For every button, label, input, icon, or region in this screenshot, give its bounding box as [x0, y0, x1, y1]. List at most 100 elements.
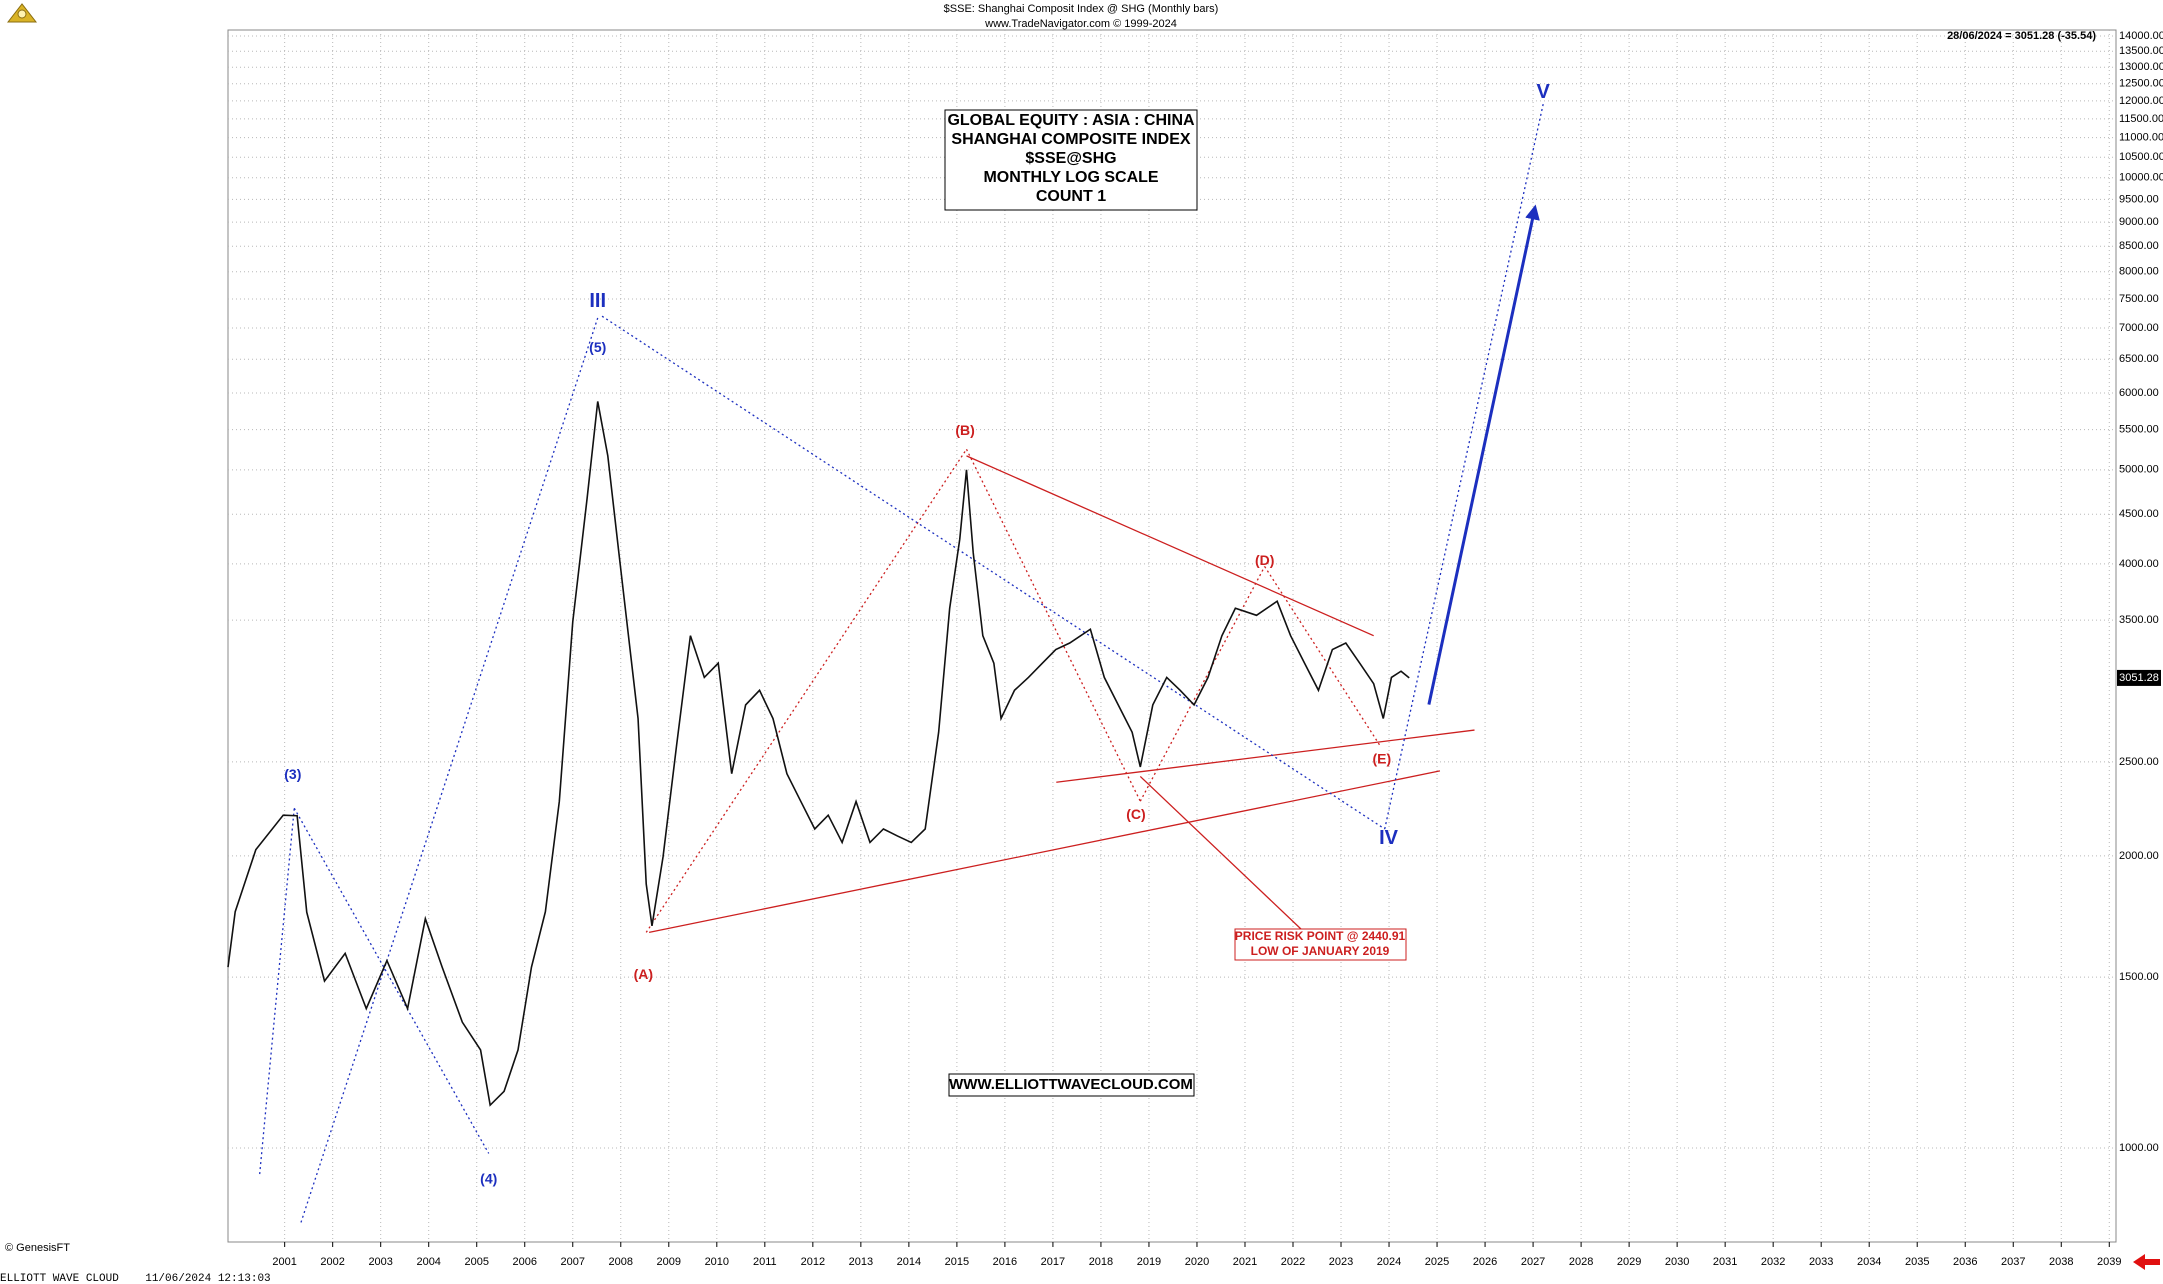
x-tick-label: 2030	[1665, 1256, 1689, 1268]
wave-label: (5)	[589, 339, 606, 355]
x-tick-label: 2035	[1905, 1256, 1929, 1268]
wave-label: (B)	[955, 422, 974, 438]
y-tick-label: 13500.00	[2119, 45, 2163, 57]
wave-label: (3)	[284, 766, 301, 782]
y-tick-label: 12500.00	[2119, 78, 2163, 90]
trend-line	[259, 808, 295, 1175]
x-tick-label: 2018	[1089, 1256, 1113, 1268]
x-tick-label: 2022	[1281, 1256, 1305, 1268]
y-tick-label: 1500.00	[2119, 971, 2159, 983]
plot-frame	[227, 29, 2117, 1243]
x-tick-label: 2020	[1185, 1256, 1209, 1268]
x-tick-label: 2011	[753, 1256, 777, 1268]
y-tick-label: 14000.00	[2119, 30, 2163, 42]
last-price-label: 3051.28	[2119, 672, 2159, 684]
y-tick-label: 7500.00	[2119, 293, 2159, 305]
trend-line	[1139, 775, 1305, 933]
x-tick-label: 2014	[897, 1256, 921, 1268]
wave-label: (C)	[1126, 806, 1145, 822]
y-tick-label: 12000.00	[2119, 95, 2163, 107]
y-tick-label: 6000.00	[2119, 387, 2159, 399]
risk-line: PRICE RISK POINT @ 2440.91	[1235, 929, 1406, 943]
trend-line	[645, 448, 968, 933]
risk-line: LOW OF JANUARY 2019	[1251, 944, 1390, 958]
x-tick-label: 2017	[1041, 1256, 1065, 1268]
y-tick-label: 8000.00	[2119, 266, 2159, 278]
x-tick-label: 2021	[1233, 1256, 1257, 1268]
last-price-tag	[2117, 669, 2161, 686]
wave-label: IV	[1379, 827, 1399, 849]
wave-label: (E)	[1372, 751, 1391, 767]
x-tick-label: 2004	[416, 1256, 440, 1268]
x-tick-label: 2023	[1329, 1256, 1353, 1268]
x-tick-label: 2013	[849, 1256, 873, 1268]
x-tick-label: 2024	[1377, 1256, 1401, 1268]
x-tick-label: 2009	[657, 1256, 681, 1268]
trend-line	[966, 455, 1374, 637]
y-tick-label: 11500.00	[2119, 113, 2163, 125]
y-tick-label: 2000.00	[2119, 850, 2159, 862]
x-tick-label: 2010	[705, 1256, 729, 1268]
trend-line	[1427, 204, 1540, 705]
x-tick-label: 2025	[1425, 1256, 1449, 1268]
info-line: GLOBAL EQUITY : ASIA : CHINA	[947, 112, 1195, 129]
x-tick-label: 2001	[272, 1256, 296, 1268]
y-tick-label: 1000.00	[2119, 1142, 2159, 1154]
x-tick-label: 2005	[464, 1256, 488, 1268]
x-tick-label: 2032	[1761, 1256, 1785, 1268]
risk-box	[1234, 928, 1407, 961]
x-tick-label: 2006	[512, 1256, 536, 1268]
chart-title: $SSE: Shanghai Composit Index @ SHG (Mon…	[944, 3, 1219, 15]
wave-label: (A)	[634, 966, 653, 982]
x-tick-label: 2034	[1857, 1256, 1881, 1268]
x-tick-label: 2026	[1473, 1256, 1497, 1268]
y-tick-label: 13000.00	[2119, 61, 2163, 73]
price-line	[227, 401, 1410, 1107]
info-line: COUNT 1	[1036, 188, 1106, 205]
x-tick-label: 2038	[2049, 1256, 2073, 1268]
wave-label: III	[589, 290, 606, 312]
trend-line	[1384, 103, 1544, 830]
scroll-arrow[interactable]	[2133, 1254, 2160, 1270]
info-box	[944, 109, 1198, 211]
x-tick-label: 2033	[1809, 1256, 1833, 1268]
y-tick-label: 3500.00	[2119, 614, 2159, 626]
y-tick-label: 4000.00	[2119, 558, 2159, 570]
x-tick-label: 2012	[801, 1256, 825, 1268]
trend-line	[1056, 729, 1475, 783]
logo	[6, 3, 38, 23]
x-tick-label: 2039	[2097, 1256, 2121, 1268]
trend-line	[965, 448, 1141, 802]
plot: III (5) (3) (4) (A) (B) (C) (D) (E) IV V 3051.28	[227, 81, 2161, 1223]
x-tick-label: 2019	[1137, 1256, 1161, 1268]
x-tick-label: 2007	[561, 1256, 585, 1268]
x-tick-label: 2036	[1953, 1256, 1977, 1268]
footer: ELLIOTT WAVE CLOUD 11/06/2024 12:13:03	[0, 1273, 271, 1284]
y-tick-label: 6500.00	[2119, 353, 2159, 365]
y-tick-label: 2500.00	[2119, 756, 2159, 768]
y-tick-label: 7000.00	[2119, 322, 2159, 334]
x-tick-label: 2037	[2001, 1256, 2025, 1268]
website-box	[948, 1073, 1195, 1097]
y-tick-label: 4500.00	[2119, 508, 2159, 520]
grid: 1000.00 1500.00 2000.00 2500.00 3500.00 4000.…	[228, 30, 2163, 1268]
y-tick-label: 8500.00	[2119, 240, 2159, 252]
wave-label: (D)	[1255, 552, 1274, 568]
y-tick-label: 10500.00	[2119, 151, 2163, 163]
y-tick-label: 9500.00	[2119, 193, 2159, 205]
y-tick-label: 9000.00	[2119, 216, 2159, 228]
trend-line	[293, 807, 490, 1154]
y-tick-label: 5000.00	[2119, 464, 2159, 476]
trend-line	[1264, 566, 1381, 747]
x-tick-label: 2016	[993, 1256, 1017, 1268]
trend-line	[601, 315, 1386, 830]
trend-line	[300, 317, 599, 1223]
website: WWW.ELLIOTTWAVECLOUD.COM	[949, 1076, 1193, 1093]
trend-line	[648, 770, 1441, 934]
x-tick-label: 2015	[945, 1256, 969, 1268]
info-line: SHANGHAI COMPOSITE INDEX	[951, 131, 1190, 148]
last-quote: 28/06/2024 = 3051.28 (-35.54)	[1947, 30, 2096, 42]
chart-subtitle: www.TradeNavigator.com © 1999-2024	[984, 18, 1177, 30]
x-tick-label: 2008	[609, 1256, 633, 1268]
wave-label: (4)	[480, 1171, 497, 1187]
